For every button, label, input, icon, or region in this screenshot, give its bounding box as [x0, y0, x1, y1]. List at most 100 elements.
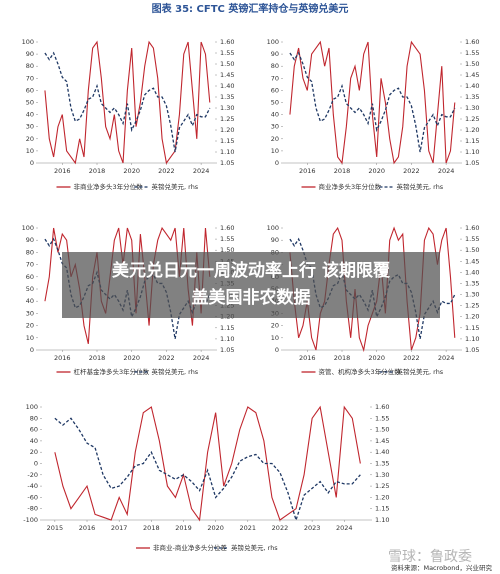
y2-tick-label: 1.55 [220, 235, 234, 243]
x-tick-label: 2018 [89, 167, 106, 175]
y2-tick-label: 1.50 [220, 60, 234, 68]
y2-tick-label: 1.60 [465, 38, 479, 46]
legend-label: 商业净多头3年分位数 [319, 182, 382, 191]
y-tick-label: 0 [30, 346, 34, 354]
x-tick-label: 2024 [438, 167, 455, 175]
y-tick-label: 30 [26, 123, 34, 131]
y-tick-label: 10 [26, 147, 34, 155]
y-tick-label: 90 [26, 50, 34, 58]
y-tick-label: 100 [22, 38, 34, 46]
x-tick-label: 2016 [79, 524, 96, 532]
y-tick-label: 40 [26, 297, 34, 305]
y-tick-label: 90 [26, 236, 34, 244]
y2-tick-label: 1.20 [465, 126, 479, 134]
y2-tick-label: 1.60 [220, 224, 234, 232]
y-tick-label: 50 [26, 285, 34, 293]
y2-tick-label: 1.40 [465, 268, 479, 276]
x-tick-label: 2016 [54, 167, 71, 175]
y2-tick-label: 1.45 [220, 71, 234, 79]
y-tick-label: 60 [26, 86, 34, 94]
page-title: 图表 35: CFTC 英镑汇率持仓与英镑兑美元 [152, 2, 349, 15]
y-tick-label: 100 [26, 403, 38, 411]
x-tick-label: 2022 [158, 167, 175, 175]
overlay-text: 盖美国非农数据 [192, 287, 311, 308]
x-tick-label: 2020 [207, 524, 224, 532]
y2-tick-label: 1.50 [465, 246, 479, 254]
y2-tick-label: 1.40 [375, 448, 389, 456]
y2-tick-label: 1.10 [465, 148, 479, 156]
y-tick-label: 80 [26, 62, 34, 70]
legend-label: 英镑兑美元, rhs [397, 367, 444, 376]
series-line [289, 51, 456, 153]
y-tick-label: -100 [23, 516, 38, 524]
y-tick-label: 50 [271, 99, 279, 107]
y-tick-label: -60 [27, 493, 38, 501]
legend-label: 杠杆基金净多头3年分位数 [74, 367, 150, 376]
y2-tick-label: 1.25 [220, 115, 234, 123]
y-tick-label: 80 [26, 248, 34, 256]
y2-tick-label: 1.60 [220, 38, 234, 46]
y2-tick-label: 1.15 [220, 324, 234, 332]
x-tick-label: 2016 [299, 354, 316, 362]
y2-tick-label: 1.15 [220, 137, 234, 145]
x-tick-label: 2022 [272, 524, 289, 532]
y-tick-label: 20 [26, 322, 34, 330]
y2-tick-label: 1.10 [375, 516, 389, 524]
x-tick-label: 2020 [368, 167, 385, 175]
x-tick-label: 2018 [143, 524, 160, 532]
x-tick-label: 2019 [175, 524, 192, 532]
y-tick-label: 10 [271, 334, 279, 342]
x-tick-label: 2024 [193, 354, 210, 362]
y-tick-label: -80 [27, 505, 38, 513]
y2-tick-label: 1.10 [220, 148, 234, 156]
x-tick-label: 2021 [240, 524, 257, 532]
y-tick-label: 70 [26, 261, 34, 269]
x-tick-label: 2024 [193, 167, 210, 175]
y-tick-label: 80 [30, 414, 38, 422]
x-tick-label: 2018 [334, 354, 351, 362]
x-tick-label: 2022 [403, 167, 420, 175]
x-tick-label: 2016 [299, 167, 316, 175]
y-tick-label: 60 [26, 273, 34, 281]
x-tick-label: 2022 [158, 354, 175, 362]
y-tick-label: 20 [26, 135, 34, 143]
y-tick-label: 60 [30, 426, 38, 434]
y-tick-label: 80 [271, 62, 279, 70]
series-line [54, 417, 361, 523]
legend-label: 非商业-商业净多头分位差 [153, 543, 227, 552]
source-note: 资料来源：Macrobond，兴业研究 [391, 563, 493, 572]
y-tick-label: 10 [26, 334, 34, 342]
y-tick-label: 100 [267, 38, 279, 46]
series-line [44, 51, 211, 153]
y2-tick-label: 1.25 [465, 302, 479, 310]
y-tick-label: 10 [271, 147, 279, 155]
y2-tick-label: 1.55 [465, 49, 479, 57]
y2-tick-label: 1.50 [465, 60, 479, 68]
y2-tick-label: 1.15 [375, 505, 389, 513]
y2-tick-label: 1.30 [465, 104, 479, 112]
legend-label: 英镑兑美元, rhs [397, 182, 444, 191]
y-tick-label: 0 [275, 159, 279, 167]
y2-tick-label: 1.35 [465, 279, 479, 287]
x-tick-label: 2024 [438, 354, 455, 362]
y2-tick-label: 1.20 [220, 126, 234, 134]
y-tick-label: 20 [271, 322, 279, 330]
x-tick-label: 2022 [403, 354, 420, 362]
y2-tick-label: 1.15 [465, 324, 479, 332]
y-tick-label: 90 [271, 236, 279, 244]
y2-tick-label: 1.30 [375, 471, 389, 479]
y2-tick-label: 1.50 [375, 426, 389, 434]
y-tick-label: 100 [267, 224, 279, 232]
y2-tick-label: 1.35 [375, 460, 389, 468]
y-tick-label: 0 [30, 159, 34, 167]
y2-tick-label: 1.40 [220, 82, 234, 90]
y-tick-label: 70 [26, 74, 34, 82]
y2-tick-label: 1.35 [465, 93, 479, 101]
y2-tick-label: 1.10 [220, 335, 234, 343]
y-tick-label: 40 [26, 111, 34, 119]
y2-tick-label: 1.55 [375, 414, 389, 422]
y2-tick-label: 1.05 [220, 346, 234, 354]
y2-tick-label: 1.45 [465, 71, 479, 79]
y2-tick-label: 1.05 [465, 346, 479, 354]
